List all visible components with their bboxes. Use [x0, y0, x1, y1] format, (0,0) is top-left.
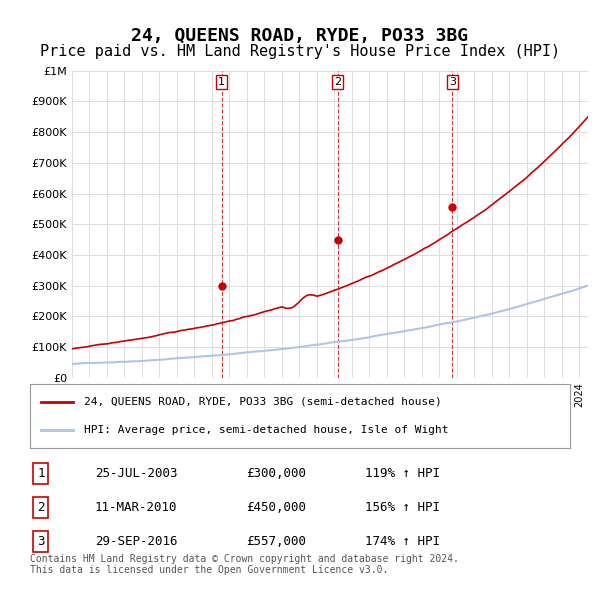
- Text: 1: 1: [218, 77, 225, 87]
- Text: 2: 2: [37, 501, 44, 514]
- Text: 29-SEP-2016: 29-SEP-2016: [95, 535, 178, 548]
- Text: 2: 2: [334, 77, 341, 87]
- Text: £450,000: £450,000: [246, 501, 306, 514]
- Text: Price paid vs. HM Land Registry's House Price Index (HPI): Price paid vs. HM Land Registry's House …: [40, 44, 560, 59]
- Text: HPI: Average price, semi-detached house, Isle of Wight: HPI: Average price, semi-detached house,…: [84, 425, 449, 435]
- Text: 174% ↑ HPI: 174% ↑ HPI: [365, 535, 440, 548]
- Text: £300,000: £300,000: [246, 467, 306, 480]
- Text: 3: 3: [37, 535, 44, 548]
- Text: 24, QUEENS ROAD, RYDE, PO33 3BG (semi-detached house): 24, QUEENS ROAD, RYDE, PO33 3BG (semi-de…: [84, 396, 442, 407]
- Text: 119% ↑ HPI: 119% ↑ HPI: [365, 467, 440, 480]
- Text: 3: 3: [449, 77, 456, 87]
- Text: Contains HM Land Registry data © Crown copyright and database right 2024.
This d: Contains HM Land Registry data © Crown c…: [30, 553, 459, 575]
- Text: £557,000: £557,000: [246, 535, 306, 548]
- Text: 11-MAR-2010: 11-MAR-2010: [95, 501, 178, 514]
- Text: 24, QUEENS ROAD, RYDE, PO33 3BG: 24, QUEENS ROAD, RYDE, PO33 3BG: [131, 27, 469, 45]
- Text: 25-JUL-2003: 25-JUL-2003: [95, 467, 178, 480]
- Text: 156% ↑ HPI: 156% ↑ HPI: [365, 501, 440, 514]
- Text: 1: 1: [37, 467, 44, 480]
